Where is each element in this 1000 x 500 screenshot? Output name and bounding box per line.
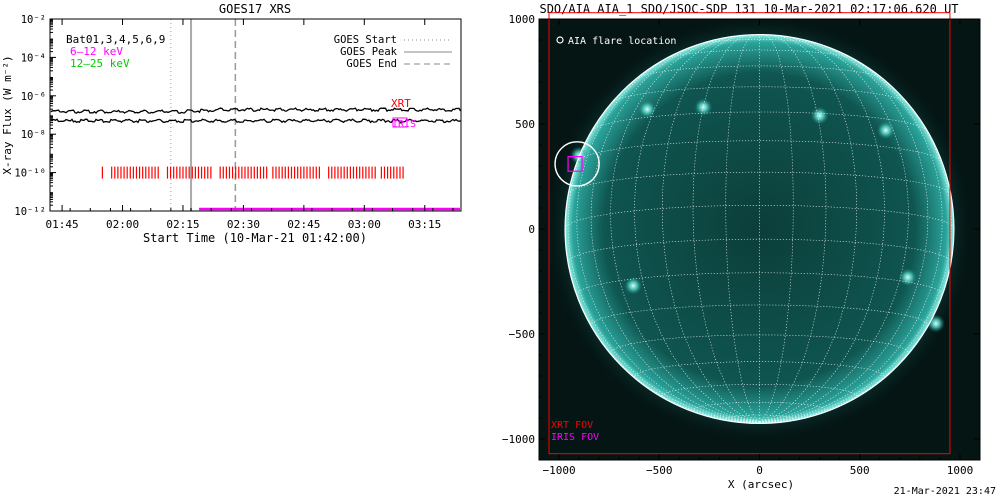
longitude-line bbox=[759, 34, 794, 423]
heliographic-grid bbox=[564, 34, 955, 424]
flux-series-0 bbox=[50, 107, 462, 115]
y-tick-label: −500 bbox=[509, 328, 536, 341]
latitude-line bbox=[576, 140, 943, 162]
y-tick-label: 500 bbox=[515, 118, 535, 131]
x-tick-label: −500 bbox=[646, 464, 673, 477]
legend-goes-start: GOES Start bbox=[334, 34, 397, 46]
y-tick-label: 0 bbox=[528, 223, 535, 236]
y-tick-label: 10⁻⁸ bbox=[21, 129, 46, 141]
iris-fov-box bbox=[567, 155, 583, 172]
latitude-line bbox=[568, 171, 951, 195]
y-axis-ticks: −1000 −500 0 500 1000 bbox=[502, 13, 980, 461]
x-tick-label: 03:00 bbox=[348, 218, 381, 231]
longitude-line bbox=[759, 70, 952, 423]
legend-6-12kev: 6–12 keV bbox=[70, 45, 123, 58]
active-region bbox=[876, 121, 895, 140]
legend-goes-peak: GOES Peak bbox=[340, 46, 398, 58]
active-region bbox=[898, 268, 917, 287]
longitude-line bbox=[692, 34, 760, 423]
longitude-line bbox=[567, 70, 760, 423]
goes-plot-area bbox=[50, 19, 462, 211]
xrt-observation-marks bbox=[101, 166, 404, 179]
y-tick-label: 10⁻¹² bbox=[14, 206, 46, 218]
latitude-line bbox=[661, 384, 858, 399]
active-region bbox=[624, 276, 643, 295]
solar-limb bbox=[564, 33, 955, 425]
latitude-line bbox=[611, 86, 908, 104]
legend-detectors: Bat01,3,4,5,6,9 bbox=[66, 33, 165, 46]
longitude-line bbox=[610, 36, 760, 423]
longitude-line bbox=[759, 34, 827, 423]
longitude-line bbox=[759, 36, 909, 423]
longitude-line bbox=[634, 36, 760, 423]
x-tick-label: 1000 bbox=[947, 464, 974, 477]
chart-title: GOES17 XRS bbox=[219, 2, 291, 16]
x-axis-ticks: −1000 −500 0 500 1000 bbox=[538, 19, 981, 477]
latitude-line bbox=[591, 111, 928, 131]
y-tick-label: −1000 bbox=[502, 433, 535, 446]
render-timestamp: 21-Mar-2021 23:47 bbox=[893, 486, 996, 497]
active-region bbox=[810, 106, 829, 125]
flare-location-circle bbox=[554, 141, 600, 187]
aia-legend-flare-location: AIA flare location bbox=[568, 36, 676, 47]
latitude-line bbox=[692, 401, 827, 414]
energy-legend: Bat01,3,4,5,6,9 6–12 keV 12–25 keV bbox=[66, 33, 165, 70]
x-tick-label: 0 bbox=[756, 464, 763, 477]
y-axis-ticks: 10⁻¹² 10⁻¹⁰ 10⁻⁸ 10⁻⁶ 10⁻⁴ 10⁻² bbox=[14, 14, 56, 218]
flux-series-1 bbox=[50, 118, 461, 124]
xrt-fov-box bbox=[548, 12, 951, 455]
x-tick-label: 02:30 bbox=[227, 218, 260, 231]
x-tick-label: 02:45 bbox=[287, 218, 320, 231]
aia-x-axis-label: X (arcsec) bbox=[728, 478, 794, 491]
active-region bbox=[638, 100, 657, 119]
flare-location-legend-symbol bbox=[556, 36, 564, 44]
xrt-marker-label: XRT bbox=[391, 97, 411, 110]
y-axis-label: X-ray Flux (W m⁻²) bbox=[1, 55, 14, 174]
aia-legend-iris-fov: IRIS FOV bbox=[551, 432, 599, 443]
iris-marker-label: IRIS bbox=[392, 119, 416, 130]
latitude-line bbox=[567, 238, 952, 263]
longitude-line bbox=[725, 34, 760, 423]
aia-fov-legend: XRT FOV IRIS FOV bbox=[551, 420, 599, 443]
aia-legend-xrt-fov: XRT FOV bbox=[551, 420, 593, 431]
legend-goes-end: GOES End bbox=[346, 58, 397, 70]
aia-plot-area bbox=[539, 12, 980, 460]
longitude-line bbox=[759, 36, 885, 423]
aia-image-panel: SDO/AIA AIA_1 SDO/JSOC-SDP 131 10-Mar-20… bbox=[502, 2, 981, 491]
aia-top-legend: AIA flare location bbox=[556, 36, 676, 47]
y-tick-label: 10⁻⁴ bbox=[21, 52, 46, 64]
x-tick-label: 02:15 bbox=[166, 218, 199, 231]
aia-title: SDO/AIA AIA_1 SDO/JSOC-SDP 131 10-Mar-20… bbox=[539, 2, 958, 16]
y-tick-label: 10⁻⁶ bbox=[21, 91, 46, 103]
goes-legend: GOES Start GOES Peak GOES End bbox=[334, 34, 452, 70]
y-tick-label: 10⁻² bbox=[21, 14, 46, 26]
x-tick-label: 500 bbox=[850, 464, 870, 477]
x-tick-label: 01:45 bbox=[46, 218, 79, 231]
y-tick-label: 1000 bbox=[509, 13, 536, 26]
latitude-line bbox=[590, 304, 929, 327]
x-axis-label: Start Time (10-Mar-21 01:42:00) bbox=[143, 231, 367, 245]
x-tick-label: 03:15 bbox=[408, 218, 441, 231]
x-tick-label: 02:00 bbox=[106, 218, 139, 231]
x-axis-ticks: 01:45 02:00 02:15 02:30 02:45 03:00 03:15 bbox=[46, 19, 454, 231]
plot-frame bbox=[49, 18, 462, 212]
iris-marker-box bbox=[392, 117, 408, 128]
legend-12-25kev: 12–25 keV bbox=[70, 57, 130, 70]
goes-xrs-chart: GOES17 XRS 01:45 02:00 02:15 02:30 02:45 03:0… bbox=[1, 2, 462, 245]
y-tick-label: 10⁻¹⁰ bbox=[14, 168, 46, 180]
x-tick-label: −1000 bbox=[542, 464, 575, 477]
